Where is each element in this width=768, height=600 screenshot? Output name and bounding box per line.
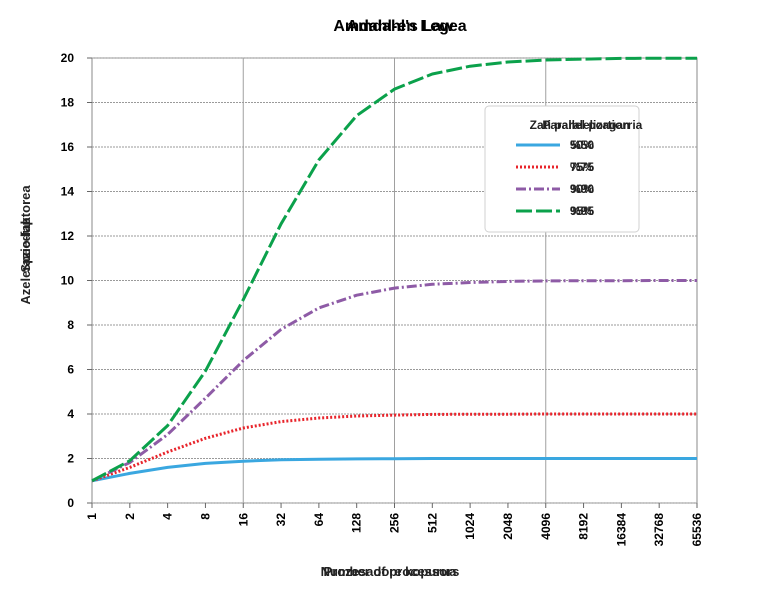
chart-title-en: Amdahl's Law [347, 18, 454, 35]
x-tick-label: 256 [388, 513, 402, 533]
y-tick-label: 18 [61, 96, 75, 110]
x-tick-label: 2 [123, 513, 137, 520]
y-axis-title-en: Speedup [18, 217, 33, 272]
x-tick-label: 64 [312, 513, 326, 527]
legend-label-alt: %75 [570, 160, 594, 174]
legend-label: 75% [570, 160, 594, 174]
x-tick-label: 16384 [614, 513, 628, 547]
y-tick-label: 4 [67, 407, 74, 421]
x-tick-label: 8192 [577, 513, 591, 540]
x-tick-label: 65536 [690, 513, 704, 547]
legend: Parallel portion Zati paralelizagarria 5… [484, 105, 643, 233]
legend-label-alt: %90 [570, 182, 594, 196]
x-tick-label: 32768 [652, 513, 666, 547]
series-line-75pct [91, 412, 697, 483]
x-tick-label: 16 [236, 513, 250, 527]
y-tick-label: 6 [67, 363, 74, 377]
x-tick-label: 4 [161, 513, 175, 520]
series-line-50pct [91, 457, 697, 483]
y-tick-label: 2 [67, 452, 74, 466]
x-tick-label: 1 [85, 513, 99, 520]
x-tick-label: 2048 [501, 513, 515, 540]
chart-title-eu: Amdahl-en Legea [333, 18, 466, 35]
x-tick-label: 128 [350, 513, 364, 533]
legend-label: 50% [570, 138, 594, 152]
legend-label-alt: %50 [570, 138, 594, 152]
y-tick-label: 14 [61, 185, 75, 199]
y-axis-title-eu: Azelerazio-faktorea [18, 185, 33, 305]
series-line-95pct [91, 56, 697, 483]
y-tick-label: 10 [61, 274, 75, 288]
y-tick-label: 0 [67, 496, 74, 510]
x-tick-label: 8 [198, 513, 212, 520]
x-axis-title-en: Number of processors [321, 564, 460, 579]
y-tick-label: 20 [61, 51, 75, 65]
x-tick-label: 1024 [463, 513, 477, 540]
legend-label: 95% [570, 204, 594, 218]
legend-label-alt: %95 [570, 204, 594, 218]
y-tick-label: 8 [67, 318, 74, 332]
x-tick-label: 32 [274, 513, 288, 527]
legend-title-eu: Zati paralelizagarria [530, 118, 643, 132]
x-tick-label: 4096 [539, 513, 553, 540]
y-axis-ticks: 0 2 4 6 8 10 12 14 16 18 20 [61, 51, 92, 510]
legend-title-en: Parallel portion [542, 118, 629, 132]
series-line-90pct [91, 279, 697, 483]
x-tick-label: 512 [425, 513, 439, 533]
series-lines [91, 56, 697, 483]
legend-box [484, 105, 640, 233]
legend-label: 90% [570, 182, 594, 196]
y-tick-label: 12 [61, 229, 75, 243]
x-axis-title-eu: Prozesadore kopurua [324, 564, 458, 579]
y-tick-label: 16 [61, 140, 75, 154]
x-axis-ticks: 1 2 4 8 16 32 64 128 256 512 1024 2048 4096 8192 16384… [85, 503, 704, 546]
